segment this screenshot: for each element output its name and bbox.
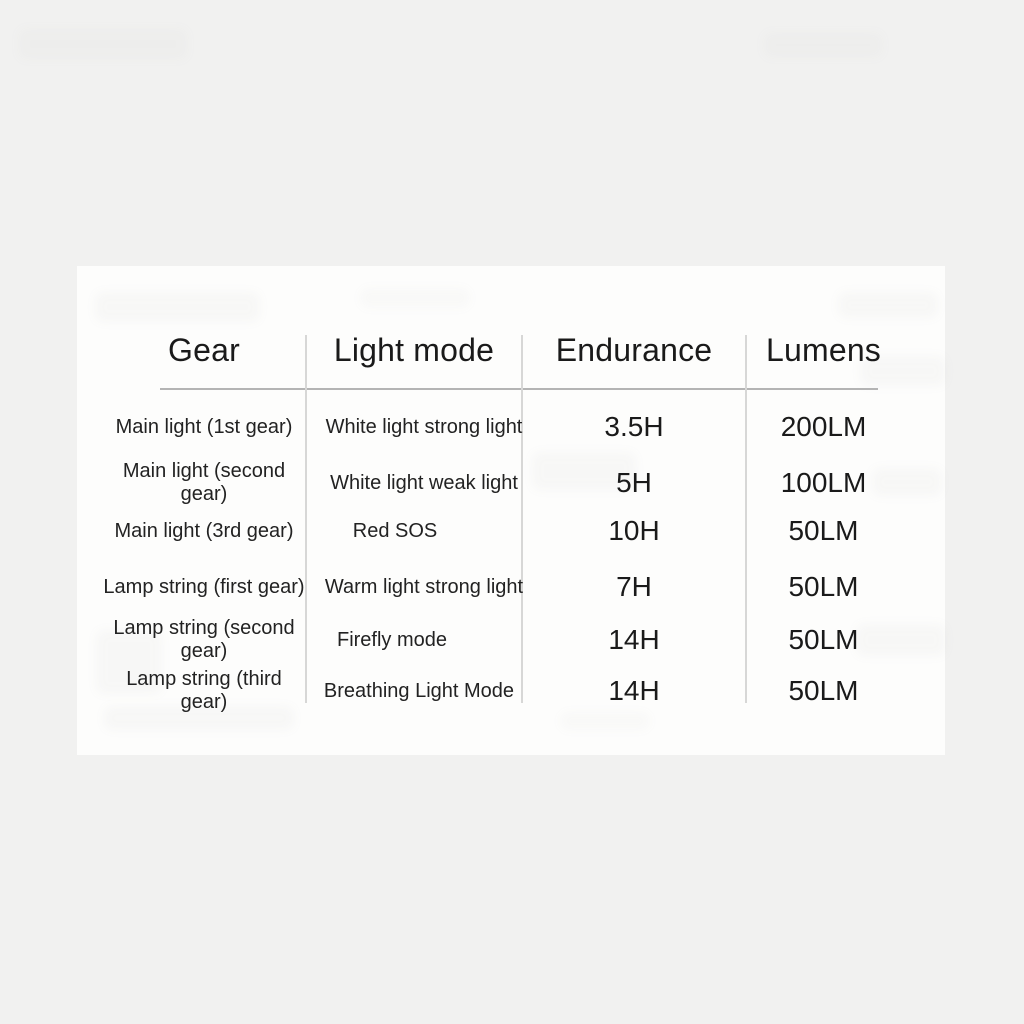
table-row: Lamp string (second gear) Firefly mode 1… <box>77 617 945 662</box>
endurance-cell: 3.5H <box>604 411 664 442</box>
column-header-endurance: Endurance <box>555 331 713 368</box>
gear-cell: Main light (1st gear) <box>115 415 293 438</box>
watermark-smudge <box>95 292 260 322</box>
lumens-cell: 50LM <box>788 571 859 602</box>
table-row: Main light (second gear) White light wea… <box>77 460 945 505</box>
endurance-cell: 7H <box>616 571 652 602</box>
lumens-cell: 50LM <box>788 675 859 706</box>
column-header-lumens: Lumens <box>765 331 882 368</box>
endurance-cell: 10H <box>608 515 660 546</box>
column-divider-line <box>305 335 307 703</box>
table-header-row: Gear Light mode Endurance Lumens <box>77 328 945 372</box>
endurance-cell: 14H <box>608 624 660 655</box>
light-mode-cell: Red SOS <box>352 519 438 542</box>
gear-cell: Lamp string (third gear) <box>126 668 282 713</box>
header-divider-line <box>160 388 878 390</box>
watermark-smudge <box>18 28 188 60</box>
lumens-cell: 50LM <box>788 515 859 546</box>
watermark-smudge <box>838 292 938 318</box>
gear-cell: Main light (3rd gear) <box>114 519 294 542</box>
endurance-cell: 14H <box>608 675 660 706</box>
table-row: Lamp string (third gear) Breathing Light… <box>77 668 945 713</box>
endurance-cell: 5H <box>616 467 652 498</box>
table-row: Main light (1st gear) White light strong… <box>77 407 945 447</box>
column-header-light-mode: Light mode <box>333 331 495 368</box>
watermark-smudge <box>763 32 883 58</box>
column-divider-line <box>745 335 747 703</box>
watermark-smudge <box>560 712 650 730</box>
column-header-gear: Gear <box>168 331 240 368</box>
spec-table-card: Gear Light mode Endurance Lumens Main li… <box>77 266 946 755</box>
column-divider-line <box>521 335 523 703</box>
table-row: Main light (3rd gear) Red SOS 10H 50LM <box>77 511 945 551</box>
light-mode-cell: White light strong light <box>325 415 523 438</box>
gear-cell: Lamp string (second gear) <box>113 617 295 662</box>
gear-cell: Main light (second gear) <box>122 460 286 505</box>
watermark-smudge <box>360 288 470 308</box>
lumens-cell: 100LM <box>780 467 867 498</box>
table-row: Lamp string (first gear) Warm light stro… <box>77 567 945 607</box>
gear-cell: Lamp string (first gear) <box>103 575 305 598</box>
light-mode-cell: White light weak light <box>330 471 518 494</box>
lumens-cell: 200LM <box>780 411 867 442</box>
lumens-cell: 50LM <box>788 624 859 655</box>
light-mode-cell: Warm light strong light <box>324 575 524 598</box>
light-mode-cell: Breathing Light Mode <box>323 679 515 702</box>
light-mode-cell: Firefly mode <box>336 628 448 651</box>
